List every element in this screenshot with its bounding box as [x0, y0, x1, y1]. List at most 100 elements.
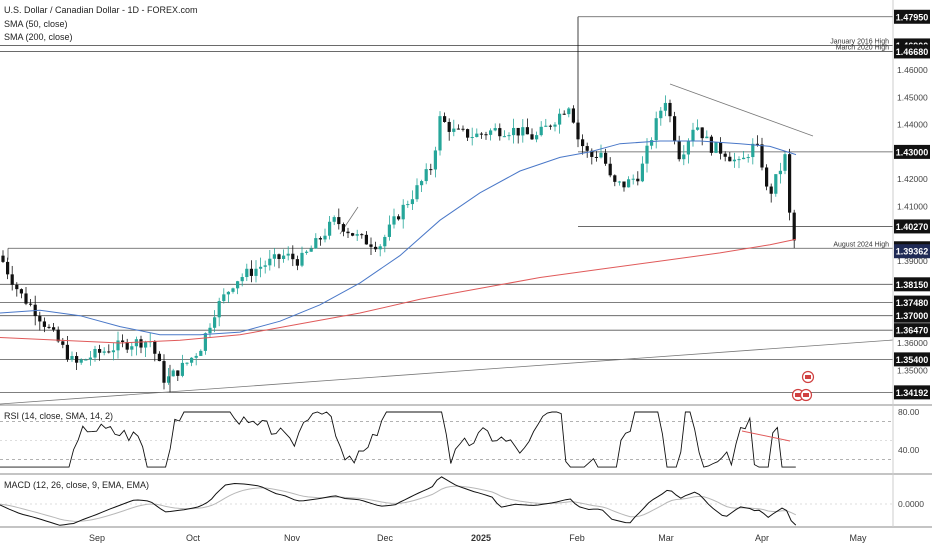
- candle-up: [213, 317, 217, 328]
- candle-up: [392, 216, 396, 225]
- candle-up: [300, 252, 304, 266]
- level-price-box: [894, 144, 930, 159]
- candle-up: [521, 127, 525, 136]
- candle-up: [116, 340, 120, 351]
- candle-up: [512, 127, 516, 136]
- candle-up: [686, 140, 690, 155]
- time-tick-label: Apr: [755, 533, 769, 543]
- candle-down: [162, 361, 166, 383]
- candle-down: [24, 293, 28, 304]
- us-flag-stripe-icon: [805, 375, 811, 379]
- candle-up: [452, 128, 456, 132]
- candle-up: [208, 327, 212, 334]
- candle-down: [755, 143, 759, 145]
- candle-up: [185, 362, 189, 364]
- candle-up: [194, 355, 198, 358]
- price-tick-label: 1.41000: [897, 202, 928, 212]
- candle-down: [719, 142, 723, 154]
- candle-down: [788, 154, 792, 213]
- candle-up: [309, 248, 313, 252]
- price-tick-label: 1.46000: [897, 65, 928, 75]
- candle-down: [29, 303, 33, 305]
- time-tick-label: 2025: [471, 533, 491, 543]
- time-tick-label: Sep: [89, 533, 105, 543]
- candle-down: [397, 216, 401, 220]
- candle-up: [240, 277, 244, 282]
- level-price-box: [894, 219, 930, 234]
- candle-up: [332, 217, 336, 222]
- candle-up: [599, 152, 603, 158]
- candle-up: [323, 235, 327, 240]
- candle-up: [567, 108, 571, 115]
- candle-up: [617, 181, 621, 183]
- candle-down: [374, 246, 378, 250]
- candle-up: [401, 204, 405, 220]
- current-price-label: 1.39362: [896, 247, 929, 257]
- candle-up: [226, 291, 230, 295]
- candle-down: [530, 134, 534, 140]
- candle-up: [696, 127, 700, 130]
- time-tick-label: Oct: [186, 533, 201, 543]
- candle-down: [341, 224, 345, 232]
- candle-down: [594, 156, 598, 158]
- level-price-box: [894, 385, 930, 400]
- candle-down: [484, 134, 488, 136]
- level-price-label: 1.47950: [896, 12, 929, 22]
- candle-down: [479, 133, 483, 135]
- candle-down: [604, 152, 608, 164]
- candle-up: [167, 376, 171, 383]
- candle-down: [176, 370, 180, 376]
- candle-down: [760, 144, 764, 168]
- price-axis: 1.46000 1.45000 1.44000 1.42000 1.41000 1.390…: [894, 9, 930, 400]
- event-icons[interactable]: [791, 370, 815, 402]
- candle-up: [305, 251, 309, 253]
- rsi-tick-label: 80.00: [898, 407, 920, 417]
- time-tick-label: Nov: [284, 533, 301, 543]
- candle-up: [378, 246, 382, 250]
- level-price-label: 1.37000: [896, 311, 929, 321]
- level-price-box: [894, 9, 930, 24]
- candle-down: [6, 261, 10, 275]
- candle-down: [318, 238, 322, 240]
- candle-up: [751, 143, 755, 158]
- candle-up: [544, 125, 548, 127]
- candle-up: [70, 356, 74, 360]
- candle-up: [640, 163, 644, 182]
- candle-down: [571, 108, 575, 123]
- candle-down: [516, 127, 520, 136]
- candle-down: [10, 274, 14, 285]
- rsi-legend: RSI (14, close, SMA, 14, 2): [4, 411, 114, 421]
- level-price-label: 1.36470: [896, 326, 929, 336]
- candle-down: [498, 128, 502, 137]
- level-price-box: [894, 277, 930, 292]
- candle-down: [42, 321, 46, 327]
- candle-down: [443, 116, 447, 122]
- candle-up: [268, 258, 272, 266]
- candle-up: [420, 181, 424, 186]
- candle-down: [121, 340, 125, 342]
- candle-up: [714, 142, 718, 153]
- candle-up: [650, 140, 654, 146]
- candle-down: [585, 146, 589, 151]
- candle-down: [47, 326, 51, 328]
- macd-line: [0, 476, 797, 526]
- candle-up: [659, 110, 663, 119]
- candle-down: [19, 289, 23, 294]
- candle-down: [562, 113, 566, 115]
- trendlines: [0, 83, 894, 405]
- candle-up: [355, 234, 359, 236]
- rising-trendline: [0, 339, 894, 405]
- price-tick-label: 1.45000: [897, 92, 928, 102]
- candle-down: [1, 255, 5, 262]
- candle-up: [691, 129, 695, 141]
- candle-up: [553, 124, 557, 127]
- candle-down: [525, 127, 529, 135]
- candle-up: [286, 253, 290, 256]
- us-flag-stripe-icon: [803, 393, 809, 397]
- us-flag-stripe-icon: [795, 393, 801, 397]
- level-price-label: 1.46680: [896, 47, 929, 57]
- candle-up: [778, 170, 782, 175]
- candle-down: [673, 116, 677, 141]
